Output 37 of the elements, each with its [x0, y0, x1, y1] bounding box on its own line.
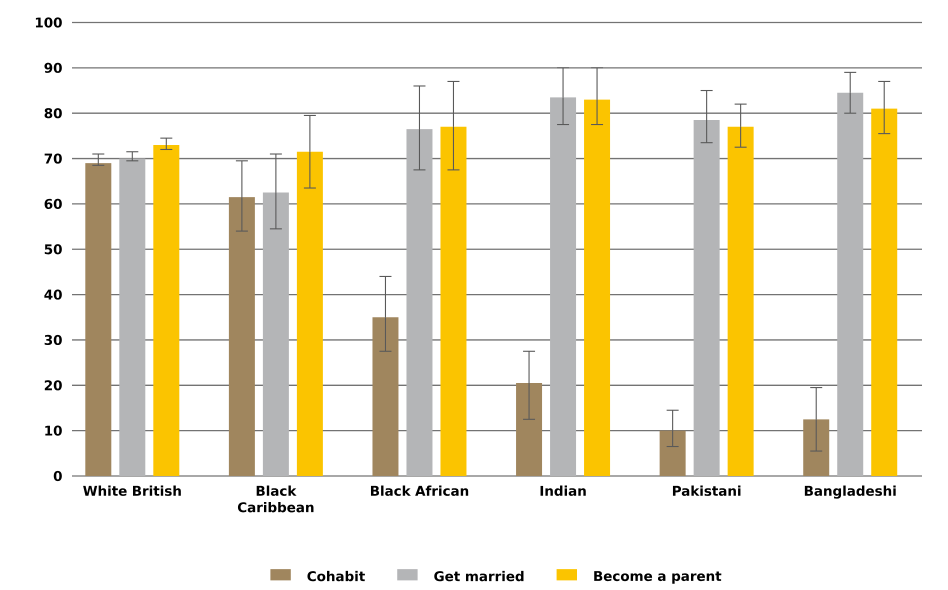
- bar: [871, 108, 898, 476]
- bar: [262, 192, 289, 476]
- bar: [228, 197, 255, 476]
- bar: [837, 92, 864, 476]
- legend-label: Become a parent: [594, 571, 722, 584]
- bar: [119, 158, 146, 476]
- bar: [584, 100, 610, 476]
- y-tick-label: 20: [44, 380, 62, 390]
- legend-label: Cohabit: [307, 570, 365, 582]
- y-tick-label: 30: [44, 334, 62, 346]
- bar: [728, 126, 754, 476]
- bar: [694, 120, 720, 476]
- y-tick-label: 100: [36, 17, 62, 28]
- y-tick-label: 70: [44, 153, 62, 164]
- bar: [550, 97, 576, 476]
- x-tick-label: White British: [83, 486, 181, 496]
- bar: [406, 129, 432, 476]
- y-tick-label: 10: [45, 426, 62, 436]
- bar: [516, 383, 542, 476]
- y-tick-label: 0: [54, 470, 62, 482]
- x-tick-label: Bangladeshi: [804, 486, 896, 499]
- bar: [153, 144, 180, 476]
- bar: [85, 163, 112, 476]
- bar: [372, 317, 398, 476]
- y-tick-label: 40: [44, 290, 62, 300]
- y-tick-label: 60: [44, 198, 62, 209]
- bar: [660, 430, 686, 476]
- legend-label: Get married: [434, 570, 524, 582]
- y-tick-label: 50: [44, 244, 62, 254]
- x-tick-label: Indian: [540, 486, 586, 496]
- y-tick-label: 80: [44, 108, 62, 118]
- x-tick-label: Black African: [370, 486, 468, 496]
- x-tick-label: Black Caribbean: [238, 486, 314, 512]
- x-tick-label: Pakistani: [672, 486, 740, 496]
- bar: [296, 152, 323, 476]
- y-tick-label: 90: [44, 62, 62, 73]
- bar: [440, 126, 466, 476]
